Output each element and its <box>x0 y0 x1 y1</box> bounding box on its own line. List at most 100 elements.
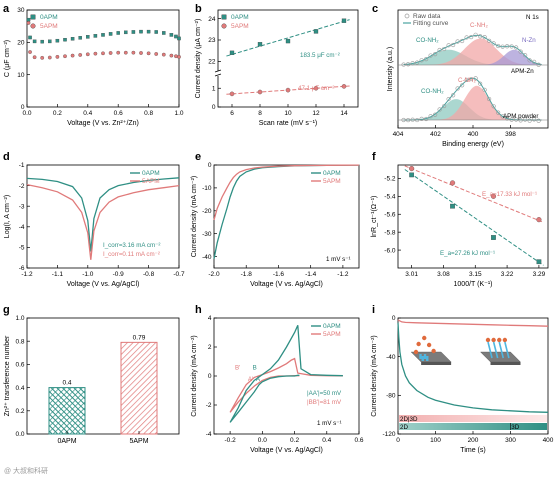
panel-i-ytick-label: -40 <box>386 354 396 361</box>
panel-a-point-5apm <box>40 56 45 60</box>
panel-a-point-0apm <box>63 37 67 42</box>
panel-i-inset-column <box>492 341 499 359</box>
panel-a-point-0apm <box>40 39 44 44</box>
panel-e-ytick-label: -30 <box>202 231 212 238</box>
panel-a-xlabel: Voltage (V vs. Zn²⁺/Zn) <box>67 120 139 127</box>
panel-e-xlabel: Voltage (V vs. Ag/AgCl) <box>250 281 323 288</box>
panel-d-xtick-label: -0.9 <box>113 271 125 278</box>
panel-b-annotation-0apm: 183.5 μF cm⁻² <box>300 52 340 59</box>
panel-i-inset-column <box>498 341 505 359</box>
panel-i-inset-ion <box>426 342 432 348</box>
panel-g-bar-value: 0.79 <box>133 334 146 341</box>
panel-f-point-0apm <box>409 172 414 178</box>
panel-g-ytick-label: 0.0 <box>15 431 24 438</box>
panel-g-category-label: 0APM <box>57 438 76 445</box>
panel-i-inset-ion <box>422 335 427 341</box>
panel-a-point-0apm <box>26 17 31 22</box>
panel-c-top-raw-point <box>473 32 478 37</box>
panel-c-bottom-raw-point <box>523 117 528 122</box>
panel-a-point-0apm <box>169 33 174 37</box>
panel-c-top-peak-fill <box>403 49 542 65</box>
panel-c-bottom-peak-fill <box>403 99 542 120</box>
panel-c-top-raw-point <box>433 51 438 57</box>
panel-c-top-raw-point <box>437 47 442 53</box>
panel-c-bottom-raw-point <box>478 81 483 86</box>
panel-d-xtick-label: -0.7 <box>173 271 185 278</box>
panel-a-xtick-label: 0.6 <box>114 110 123 117</box>
panel-i-band-5apm <box>399 415 547 422</box>
panel-f-xtick-label: 3.08 <box>437 271 450 278</box>
panel-c-top-raw-point <box>491 41 496 46</box>
panel-a-ytick-label: 0 <box>21 104 25 111</box>
panel-h-ytick-label: 2 <box>208 344 212 351</box>
panel-e-xtick-label: -1.4 <box>305 271 317 278</box>
panel-c-top-label-cn: C-NH₂ <box>470 22 488 29</box>
panel-h-line-5apm <box>229 357 343 413</box>
panel-b-point-5apm <box>285 87 291 93</box>
panel-a-point-0apm <box>124 30 128 35</box>
panel-c-bottom-raw-point <box>536 118 541 123</box>
panel-f-point-0apm <box>536 259 542 265</box>
panel-h-point-label: A <box>256 376 261 383</box>
panel-c-top-peak-fill <box>403 49 542 65</box>
panel-g-letter: g <box>3 304 10 316</box>
panel-a-point-5apm <box>131 50 136 55</box>
panel-c-ylabel: Intensity (a.u.) <box>387 47 394 91</box>
panel-c-bottom-label-cn: C-NH₂ <box>458 77 476 84</box>
panel-a-point-0apm <box>78 36 82 40</box>
panel-c-top-raw-point <box>406 62 411 67</box>
panel-b-ytick-label: 24 <box>208 16 216 23</box>
panel-c-bottom-raw-point <box>518 118 523 123</box>
panel-a-point-5apm <box>47 55 52 60</box>
panel-c-top-raw-point <box>469 34 474 40</box>
panel-b-legend-0apm: 0APM <box>231 14 249 21</box>
panel-e-ylabel: Current density (mA cm⁻²) <box>191 176 198 258</box>
panel-i-inset-deposit <box>423 354 427 359</box>
panel-f-ylabel: lnR_ct⁻¹(Ω⁻¹) <box>371 196 378 238</box>
panel-d-frame <box>26 164 180 269</box>
panel-e-xtick-label: -2.0 <box>208 271 220 278</box>
panel-a-point-5apm <box>161 52 166 57</box>
panel-d-xtick-label: -1.2 <box>21 271 33 278</box>
panel-b-point-5apm <box>229 91 235 97</box>
panel-i-inset-ion <box>431 348 436 354</box>
panel-h-ytick-label: -2 <box>206 402 212 409</box>
panel-g-ytick-label: 0.2 <box>15 408 24 415</box>
panel-a-point-0apm <box>162 31 166 35</box>
panel-c-bottom-raw-point <box>446 96 451 102</box>
panel-a-xtick-label: 0.4 <box>83 110 92 117</box>
panel-f-point-5apm <box>409 166 415 172</box>
panel-c-bottom-raw-point <box>487 96 492 102</box>
panel-i-inset-ion <box>485 337 491 343</box>
panel-a-point-0apm <box>116 31 120 35</box>
panel-a-legend-0apm: 0APM <box>40 14 58 21</box>
panel-e-legend-5apm: 5APM <box>323 178 341 185</box>
panel-a-point-5apm <box>78 53 83 57</box>
panel-e-legend-0apm: 0APM <box>323 170 341 177</box>
panel-c-top-raw-point <box>482 34 487 40</box>
panel-b-xlabel: Scan rate (mV s⁻¹) <box>259 120 318 127</box>
panel-c-top-raw-point <box>496 43 501 49</box>
panel-c-top-raw-point <box>532 59 537 64</box>
panel-c-top-raw-point <box>415 60 420 65</box>
panel-c-xtick-label: 402 <box>430 131 441 138</box>
panel-h-point-label: A' <box>248 376 253 383</box>
panel-i-band-0apm <box>399 423 547 430</box>
panel-b-point-0apm <box>341 18 347 23</box>
panel-c-xtick-label: 398 <box>505 131 516 138</box>
panel-h-line-0apm <box>229 325 343 423</box>
panel-a-point-0apm <box>86 35 90 39</box>
panel-b-point-0apm <box>257 42 263 47</box>
panel-i-line-0apm <box>397 322 549 413</box>
panel-a-point-5apm <box>63 54 67 59</box>
panel-i-inset-ion <box>502 337 508 343</box>
panel-e-ytick-label: -40 <box>202 254 212 261</box>
panel-i-ylabel: Current density (mA cm⁻²) <box>371 335 378 417</box>
panel-c-top-raw-point <box>536 62 541 67</box>
panel-i-line-5apm <box>397 319 549 327</box>
panel-h-ytick-label: -4 <box>206 431 212 438</box>
panel-g-ytick-label: 1.0 <box>15 315 24 322</box>
panel-f-fit-5apm <box>404 165 544 223</box>
panel-i-letter: i <box>372 304 375 316</box>
panel-d-letter: d <box>3 151 10 163</box>
